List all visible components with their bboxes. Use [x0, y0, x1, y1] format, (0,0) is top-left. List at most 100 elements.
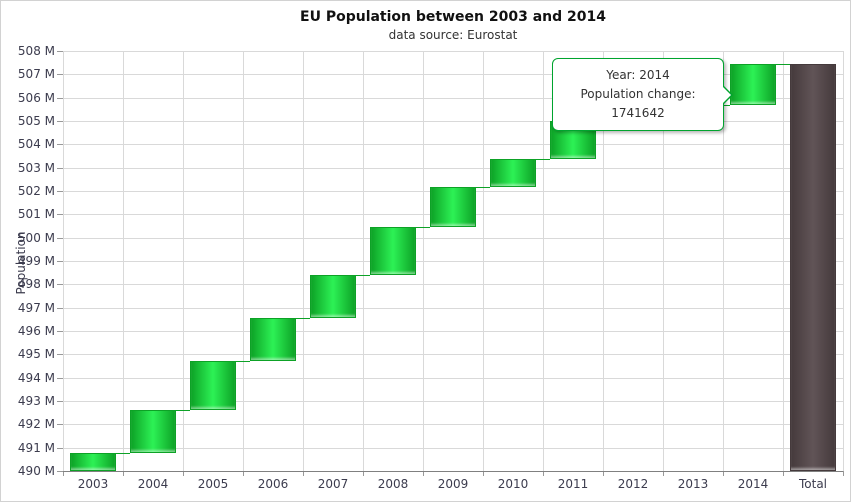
- x-axis-tick: [783, 471, 784, 476]
- v-gridline: [783, 51, 784, 471]
- x-axis-tick: [663, 471, 664, 476]
- y-axis-tick: [57, 167, 63, 169]
- x-axis-tick: [603, 471, 604, 476]
- x-axis-tick: [483, 471, 484, 476]
- h-gridline: [63, 121, 843, 122]
- v-gridline: [243, 51, 244, 471]
- h-gridline: [63, 331, 843, 332]
- y-axis-tick: [57, 401, 63, 402]
- waterfall-connector: [776, 64, 790, 66]
- v-gridline: [423, 51, 424, 471]
- waterfall-connector: [536, 158, 550, 160]
- y-axis-tick: [57, 237, 63, 239]
- v-gridline: [483, 51, 484, 471]
- bar-2008[interactable]: [370, 227, 416, 275]
- y-axis-tick-label: 503 M: [17, 160, 55, 175]
- y-axis-tick: [57, 471, 63, 472]
- bar-2006[interactable]: [250, 317, 296, 361]
- y-axis-tick-label: 500 M: [17, 230, 55, 245]
- bar-2007[interactable]: [310, 275, 356, 318]
- y-axis-tick-label: 501 M: [17, 207, 55, 222]
- y-axis-tick: [57, 447, 63, 449]
- v-gridline: [63, 51, 64, 471]
- tooltip-year-line: Year: 2014: [606, 68, 670, 82]
- x-axis-line: [63, 471, 843, 472]
- y-axis-tick-label: 490 M: [17, 464, 55, 478]
- v-gridline: [183, 51, 184, 471]
- x-axis-tick: [723, 471, 724, 476]
- x-axis-tick: [243, 471, 244, 476]
- v-gridline: [543, 51, 544, 471]
- x-axis-tick-label: 2008: [377, 477, 409, 491]
- x-axis-tick-label: 2009: [437, 477, 469, 491]
- y-axis-tick-label: 494 M: [17, 370, 55, 385]
- x-axis-tick: [63, 471, 64, 476]
- h-gridline: [63, 261, 843, 262]
- x-axis-tick-label: Total: [798, 477, 828, 491]
- v-gridline: [303, 51, 304, 471]
- bar-2005[interactable]: [190, 360, 236, 410]
- x-axis-tick-label: 2013: [677, 477, 709, 491]
- waterfall-connector: [296, 317, 310, 319]
- y-axis-tick-label: 496 M: [17, 324, 55, 338]
- y-axis-tick: [57, 284, 63, 286]
- y-axis-tick: [57, 121, 63, 122]
- y-axis-tick: [57, 261, 63, 262]
- h-gridline: [63, 237, 843, 239]
- y-axis-tick: [57, 424, 63, 426]
- bar-2003[interactable]: [70, 453, 116, 471]
- y-axis-tick-label: 498 M: [17, 277, 55, 292]
- waterfall-connector: [476, 187, 490, 189]
- x-axis-tick: [543, 471, 544, 476]
- x-axis-tick-label: 2003: [77, 477, 109, 491]
- y-axis-tick-label: 495 M: [17, 347, 55, 362]
- x-axis-tick: [843, 471, 844, 476]
- v-gridline: [603, 51, 604, 471]
- bar-2009[interactable]: [430, 187, 476, 228]
- y-axis-tick-label: 507 M: [17, 67, 55, 82]
- y-axis-tick-label: 492 M: [17, 417, 55, 432]
- v-gridline: [123, 51, 124, 471]
- tooltip-callout-arrow-fill: [723, 86, 731, 103]
- y-axis-tick: [57, 214, 63, 216]
- y-axis-tick-label: 497 M: [17, 300, 55, 315]
- x-axis-tick: [183, 471, 184, 476]
- waterfall-connector: [236, 360, 250, 362]
- chart-subtitle: data source: Eurostat: [388, 28, 518, 42]
- x-axis-tick: [123, 471, 124, 476]
- x-axis-tick-label: 2011: [557, 477, 589, 491]
- h-gridline: [63, 377, 843, 379]
- x-axis-tick-label: 2007: [317, 477, 349, 491]
- y-axis-tick: [57, 74, 63, 76]
- bar-2004[interactable]: [130, 409, 176, 454]
- v-gridline: [843, 51, 844, 471]
- h-gridline: [63, 284, 843, 286]
- bar-2014[interactable]: [730, 64, 776, 105]
- bar-2010[interactable]: [490, 158, 536, 188]
- bar-total[interactable]: [790, 64, 836, 471]
- y-axis-tick: [57, 354, 63, 356]
- y-axis-tick: [57, 97, 63, 99]
- y-axis-tick: [57, 377, 63, 379]
- y-axis-tick-label: 499 M: [17, 254, 55, 268]
- h-gridline: [63, 74, 843, 76]
- h-gridline: [63, 144, 843, 146]
- y-axis-tick: [57, 51, 63, 52]
- h-gridline: [63, 97, 843, 99]
- x-axis-tick-label: 2004: [137, 477, 169, 491]
- x-axis-tick: [423, 471, 424, 476]
- y-axis-tick-label: 493 M: [17, 394, 55, 408]
- x-axis-tick: [363, 471, 364, 476]
- waterfall-connector: [176, 409, 190, 411]
- chart-title: EU Population between 2003 and 2014: [300, 9, 606, 25]
- v-gridline: [723, 51, 724, 471]
- y-axis-tick-label: 504 M: [17, 137, 55, 152]
- y-axis-tick: [57, 191, 63, 192]
- x-axis-tick-label: 2014: [737, 477, 769, 491]
- h-gridline: [63, 447, 843, 449]
- h-gridline: [63, 424, 843, 426]
- y-axis-tick-label: 505 M: [17, 114, 55, 128]
- y-axis-tick: [57, 144, 63, 146]
- x-axis-tick-label: 2005: [197, 477, 229, 491]
